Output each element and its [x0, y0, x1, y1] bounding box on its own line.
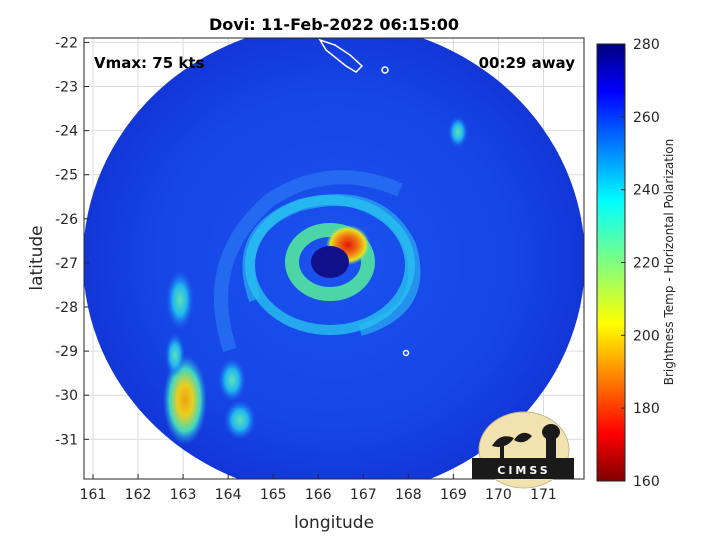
- x-tick-label: 169: [440, 487, 467, 503]
- x-tick-label: 166: [305, 487, 332, 503]
- eye: [311, 246, 349, 278]
- logo-dish2-icon: [514, 432, 532, 443]
- logo-dish-stand: [500, 444, 504, 460]
- y-tick-label: -24: [55, 124, 78, 140]
- rainband-outer: [214, 170, 403, 353]
- y-tick-label: -27: [55, 256, 78, 272]
- x-tick-label: 164: [215, 487, 242, 503]
- x-tick-label: 170: [485, 487, 512, 503]
- colorbar-tick-label: 200: [633, 328, 660, 344]
- y-tick-label: -25: [55, 168, 78, 184]
- colorbar-tick-label: 180: [633, 401, 660, 417]
- logo-ground: [472, 458, 574, 479]
- axes-frame: [83, 37, 585, 480]
- y-tick-label: -22: [55, 35, 78, 51]
- x-tick-label: 171: [530, 487, 557, 503]
- colorbar-tick-label: 240: [633, 183, 660, 199]
- y-tick-label: -23: [55, 80, 78, 96]
- island-small-2: [402, 349, 410, 357]
- x-axis-label: longitude: [294, 513, 374, 533]
- colorbar-tick-label: 260: [633, 110, 660, 126]
- x-tick-label: 161: [80, 487, 107, 503]
- x-tick-label: 168: [395, 487, 422, 503]
- colorbar-ticks: 280 260 240 220 200 180 160: [621, 37, 660, 490]
- logo-dish-icon: [492, 436, 514, 447]
- x-tick-label: 162: [125, 487, 152, 503]
- logo-tower-tank: [542, 424, 560, 440]
- cimss-logo: CIMSS: [472, 411, 574, 489]
- logo-text: CIMSS: [497, 464, 550, 477]
- rainband-west-cyan-2: [218, 358, 246, 402]
- chart-title: Dovi: 11-Feb-2022 06:15:00: [209, 15, 459, 34]
- colorbar-tick-label: 220: [633, 256, 660, 272]
- x-tick-label: 163: [170, 487, 197, 503]
- logo-tower: [546, 438, 556, 460]
- away-annotation: 00:29 away: [479, 54, 576, 72]
- colorbar-tick-label: 280: [633, 37, 660, 53]
- y-axis-label: latitude: [27, 225, 47, 290]
- y-tick-label: -31: [55, 432, 78, 448]
- eyewall-ring: [285, 223, 375, 301]
- coastline-new-caledonia: [318, 38, 364, 73]
- colorbar-gradient: [596, 43, 626, 482]
- vmax-annotation: Vmax: 75 kts: [94, 54, 204, 72]
- y-tick-label: -26: [55, 212, 78, 228]
- y-axis-ticks: -22 -23 -24 -25 -26 -27 -28 -29 -30 -31: [55, 35, 89, 448]
- x-axis-ticks: 161 162 163 164 165 166 167 168 169 170 171: [80, 474, 557, 503]
- x-tick-label: 167: [350, 487, 377, 503]
- microwave-image: [84, 38, 584, 479]
- colorbar-tick-label: 160: [633, 474, 660, 490]
- rainband-west-cyan-4: [165, 333, 185, 377]
- colorbar: 280 260 240 220 200 180 160 Brightness Temp - …: [596, 37, 676, 490]
- rainband-west-cyan-1: [166, 270, 194, 330]
- rainband-west-yellow: [163, 355, 207, 445]
- island-small-1: [381, 66, 389, 74]
- eyewall-outer: [245, 195, 415, 335]
- rainband-northeast: [448, 116, 468, 148]
- y-tick-label: -28: [55, 300, 78, 316]
- y-tick-label: -29: [55, 344, 78, 360]
- y-tick-label: -30: [55, 388, 78, 404]
- colorbar-label: Brightness Temp - Horizontal Polarizatio…: [662, 139, 676, 386]
- x-tick-label: 165: [260, 487, 287, 503]
- rainband-west-cyan-3: [224, 400, 256, 440]
